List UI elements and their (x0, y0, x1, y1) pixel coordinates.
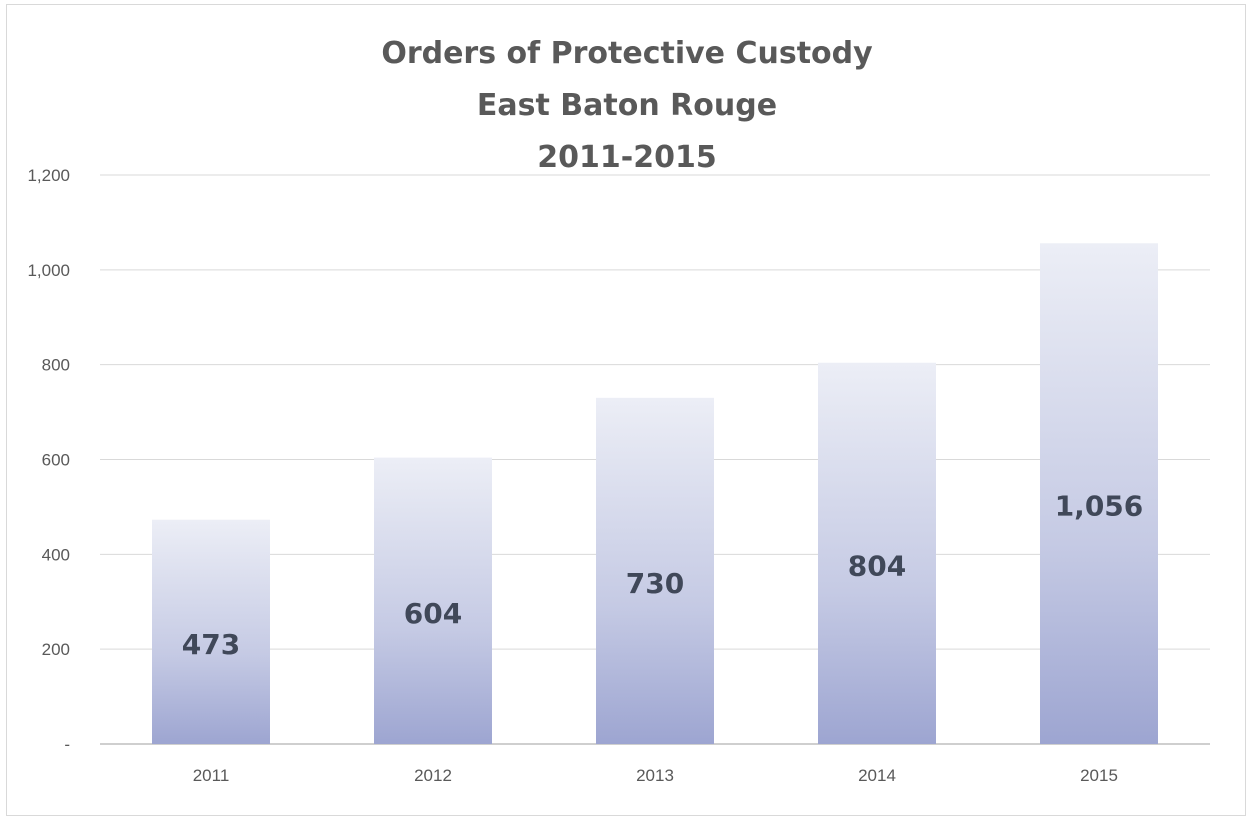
chart-title-line-2: East Baton Rouge (476, 88, 778, 123)
x-tick-label-2013: 2013 (636, 766, 674, 785)
chart-title-line-1: Orders of Protective Custody (381, 36, 873, 71)
data-labels: 473 604 730 804 1,056 (182, 490, 1144, 661)
bar-2013 (596, 397, 714, 744)
y-tick-label: 600 (42, 451, 70, 470)
bar-2014 (818, 362, 936, 744)
x-axis-ticks: 2011 2012 2013 2014 2015 (193, 766, 1118, 785)
data-label-2011: 473 (182, 628, 240, 661)
data-label-2012: 604 (404, 597, 462, 630)
y-tick-label: 1,000 (27, 261, 70, 280)
y-axis-ticks: - 200 400 600 800 1,000 1,200 (27, 166, 70, 754)
y-tick-label: 200 (42, 640, 70, 659)
y-tick-label: 400 (42, 545, 70, 564)
bar-2015 (1040, 243, 1158, 744)
bars (152, 243, 1158, 744)
bar-2011 (152, 519, 270, 744)
x-tick-label-2011: 2011 (193, 766, 230, 785)
y-tick-label: 1,200 (27, 166, 70, 185)
data-label-2013: 730 (626, 567, 684, 600)
chart-title-line-3: 2011-2015 (537, 140, 717, 175)
y-tick-label: - (64, 735, 70, 754)
data-label-2015: 1,056 (1055, 490, 1144, 523)
y-tick-label: 800 (42, 356, 70, 375)
data-label-2014: 804 (848, 549, 906, 582)
bar-2012 (374, 457, 492, 744)
x-tick-label-2015: 2015 (1080, 766, 1118, 785)
x-tick-label-2014: 2014 (858, 766, 896, 785)
x-tick-label-2012: 2012 (414, 766, 452, 785)
